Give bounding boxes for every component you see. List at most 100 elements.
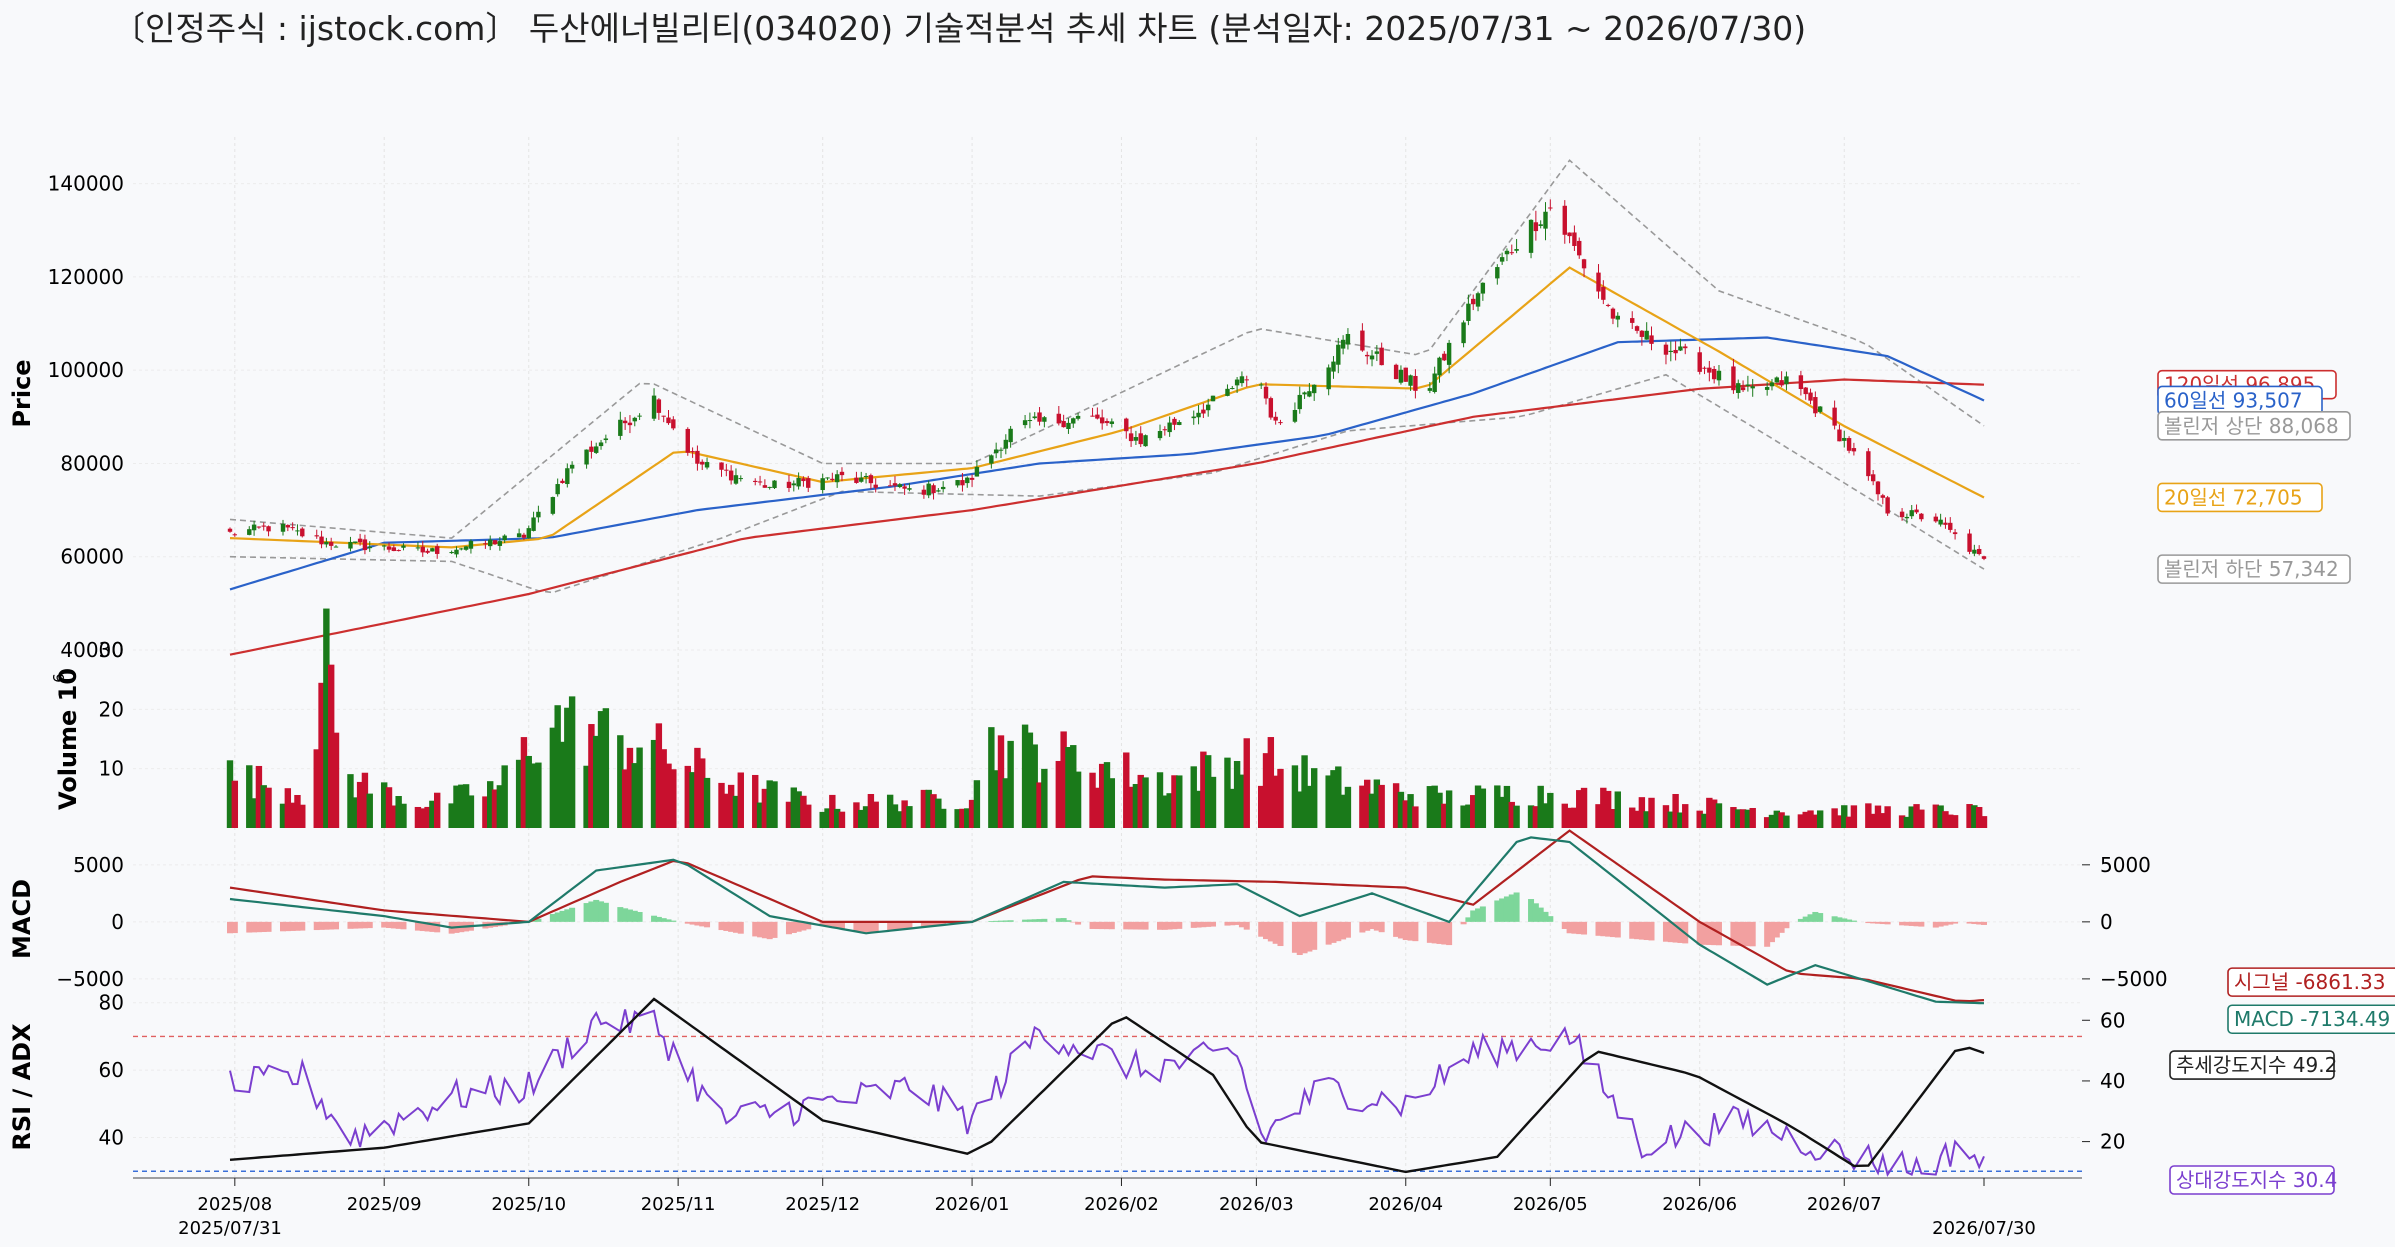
volume-bar (650, 739, 658, 828)
candle-body (569, 464, 575, 469)
candle-body (1432, 373, 1437, 392)
macd-histogram-bar (1908, 921, 1915, 926)
volume-bar (1474, 785, 1482, 828)
macd-histogram-bar (1561, 921, 1568, 929)
candle-body (227, 528, 233, 532)
macd-histogram-bar (381, 921, 388, 928)
macd-histogram-bar (901, 921, 908, 930)
volume-bar (1103, 762, 1111, 828)
candle-body (1779, 380, 1784, 386)
volume-bar (352, 797, 359, 828)
candle-body (1138, 433, 1143, 445)
macd-histogram-bar (530, 920, 537, 922)
x-tick-label: 2026/01 (935, 1194, 1010, 1215)
candle-body (834, 474, 840, 483)
candle-body (1230, 388, 1235, 390)
volume-bar (1142, 777, 1149, 828)
macd-histogram-bar (1981, 921, 1987, 925)
volume-bar (1513, 805, 1520, 828)
candle-body (1128, 433, 1134, 442)
candle-body (1832, 407, 1837, 426)
candle-body (1562, 205, 1567, 235)
candle-body (1413, 375, 1418, 391)
macd-histogram-bar (940, 921, 947, 925)
macd-histogram-bar (1711, 921, 1718, 946)
macd-histogram-bar (896, 921, 903, 930)
volume-bar (1735, 809, 1742, 828)
candle-body (627, 422, 633, 426)
volume-bar (968, 799, 976, 828)
macd-histogram-bar (1937, 921, 1944, 927)
volume-bar (1445, 790, 1453, 828)
macd-histogram-bar (636, 912, 643, 922)
price-label-ma20: 20일선 72,705 (2164, 485, 2303, 509)
macd-histogram-bar (554, 912, 561, 922)
volume-bar (1137, 774, 1144, 828)
candle-body (1167, 422, 1172, 433)
macd-histogram-bar (1797, 918, 1804, 922)
candle-body (1239, 376, 1245, 384)
macd-histogram-bar (1479, 906, 1486, 922)
macd-histogram-bar (1600, 921, 1607, 937)
macd-histogram-bar (872, 921, 879, 933)
volume-bar (1301, 755, 1308, 828)
macd-histogram-bar (935, 921, 942, 926)
macd-histogram-bar (1605, 921, 1612, 937)
y-tick-label: 0 (111, 910, 124, 934)
volume-bar (1171, 775, 1178, 828)
macd-histogram-bar (1672, 921, 1679, 943)
macd-histogram-bar (1055, 918, 1062, 922)
candle-body (353, 541, 358, 543)
macd-histogram-bar (1229, 921, 1236, 926)
candle-body (247, 529, 252, 535)
volume-bar (395, 796, 402, 828)
volume-bar (867, 793, 875, 828)
volume-bar (1402, 800, 1409, 828)
volume-bar (1561, 803, 1568, 828)
candle-body (589, 446, 594, 452)
candle-body (1904, 516, 1910, 519)
volume-bar (429, 800, 436, 828)
volume-bar (1065, 747, 1072, 828)
macd-histogram-bar (1879, 921, 1886, 925)
candle-body (1340, 339, 1346, 349)
candle-body (598, 442, 604, 447)
candle-body (430, 548, 435, 552)
volume-bar (1161, 795, 1169, 828)
candle-body (1003, 439, 1009, 449)
volume-bar (1629, 807, 1636, 828)
volume-bar (323, 608, 330, 828)
volume-bar (1378, 784, 1385, 828)
macd-histogram-bar (1547, 916, 1554, 922)
candle-body (1581, 259, 1587, 269)
macd-histogram-bar (1301, 921, 1308, 954)
macd-histogram-bar (1542, 911, 1549, 922)
volume-bar (1368, 793, 1376, 828)
macd-histogram-bar (771, 921, 778, 938)
volume-bar (660, 749, 667, 828)
candle-body (965, 477, 970, 484)
candle-body (902, 486, 907, 489)
volume-bar (1980, 816, 1988, 828)
macd-histogram-bar (1532, 903, 1539, 922)
volume-bar (761, 788, 769, 828)
volume-bar (1744, 809, 1752, 828)
volume-bar (1600, 787, 1607, 828)
candle-body (463, 546, 469, 550)
volume-bar (1648, 797, 1655, 828)
volume-bar (621, 769, 629, 828)
candle-body (357, 538, 363, 543)
macd-histogram-bar (1373, 921, 1380, 931)
candle-body (1234, 379, 1240, 386)
volume-bar (1392, 783, 1400, 828)
candle-body (796, 478, 801, 487)
macd-histogram-bar (1431, 921, 1438, 944)
candle-body (859, 477, 864, 482)
candle-body (1615, 315, 1620, 320)
candle-body (603, 438, 609, 441)
macd-histogram-bar (299, 921, 306, 931)
candle-body (1393, 364, 1399, 380)
candle-body (1634, 326, 1640, 331)
price-label-ma20-box (2157, 482, 2323, 513)
volume-bar (1975, 806, 1983, 828)
